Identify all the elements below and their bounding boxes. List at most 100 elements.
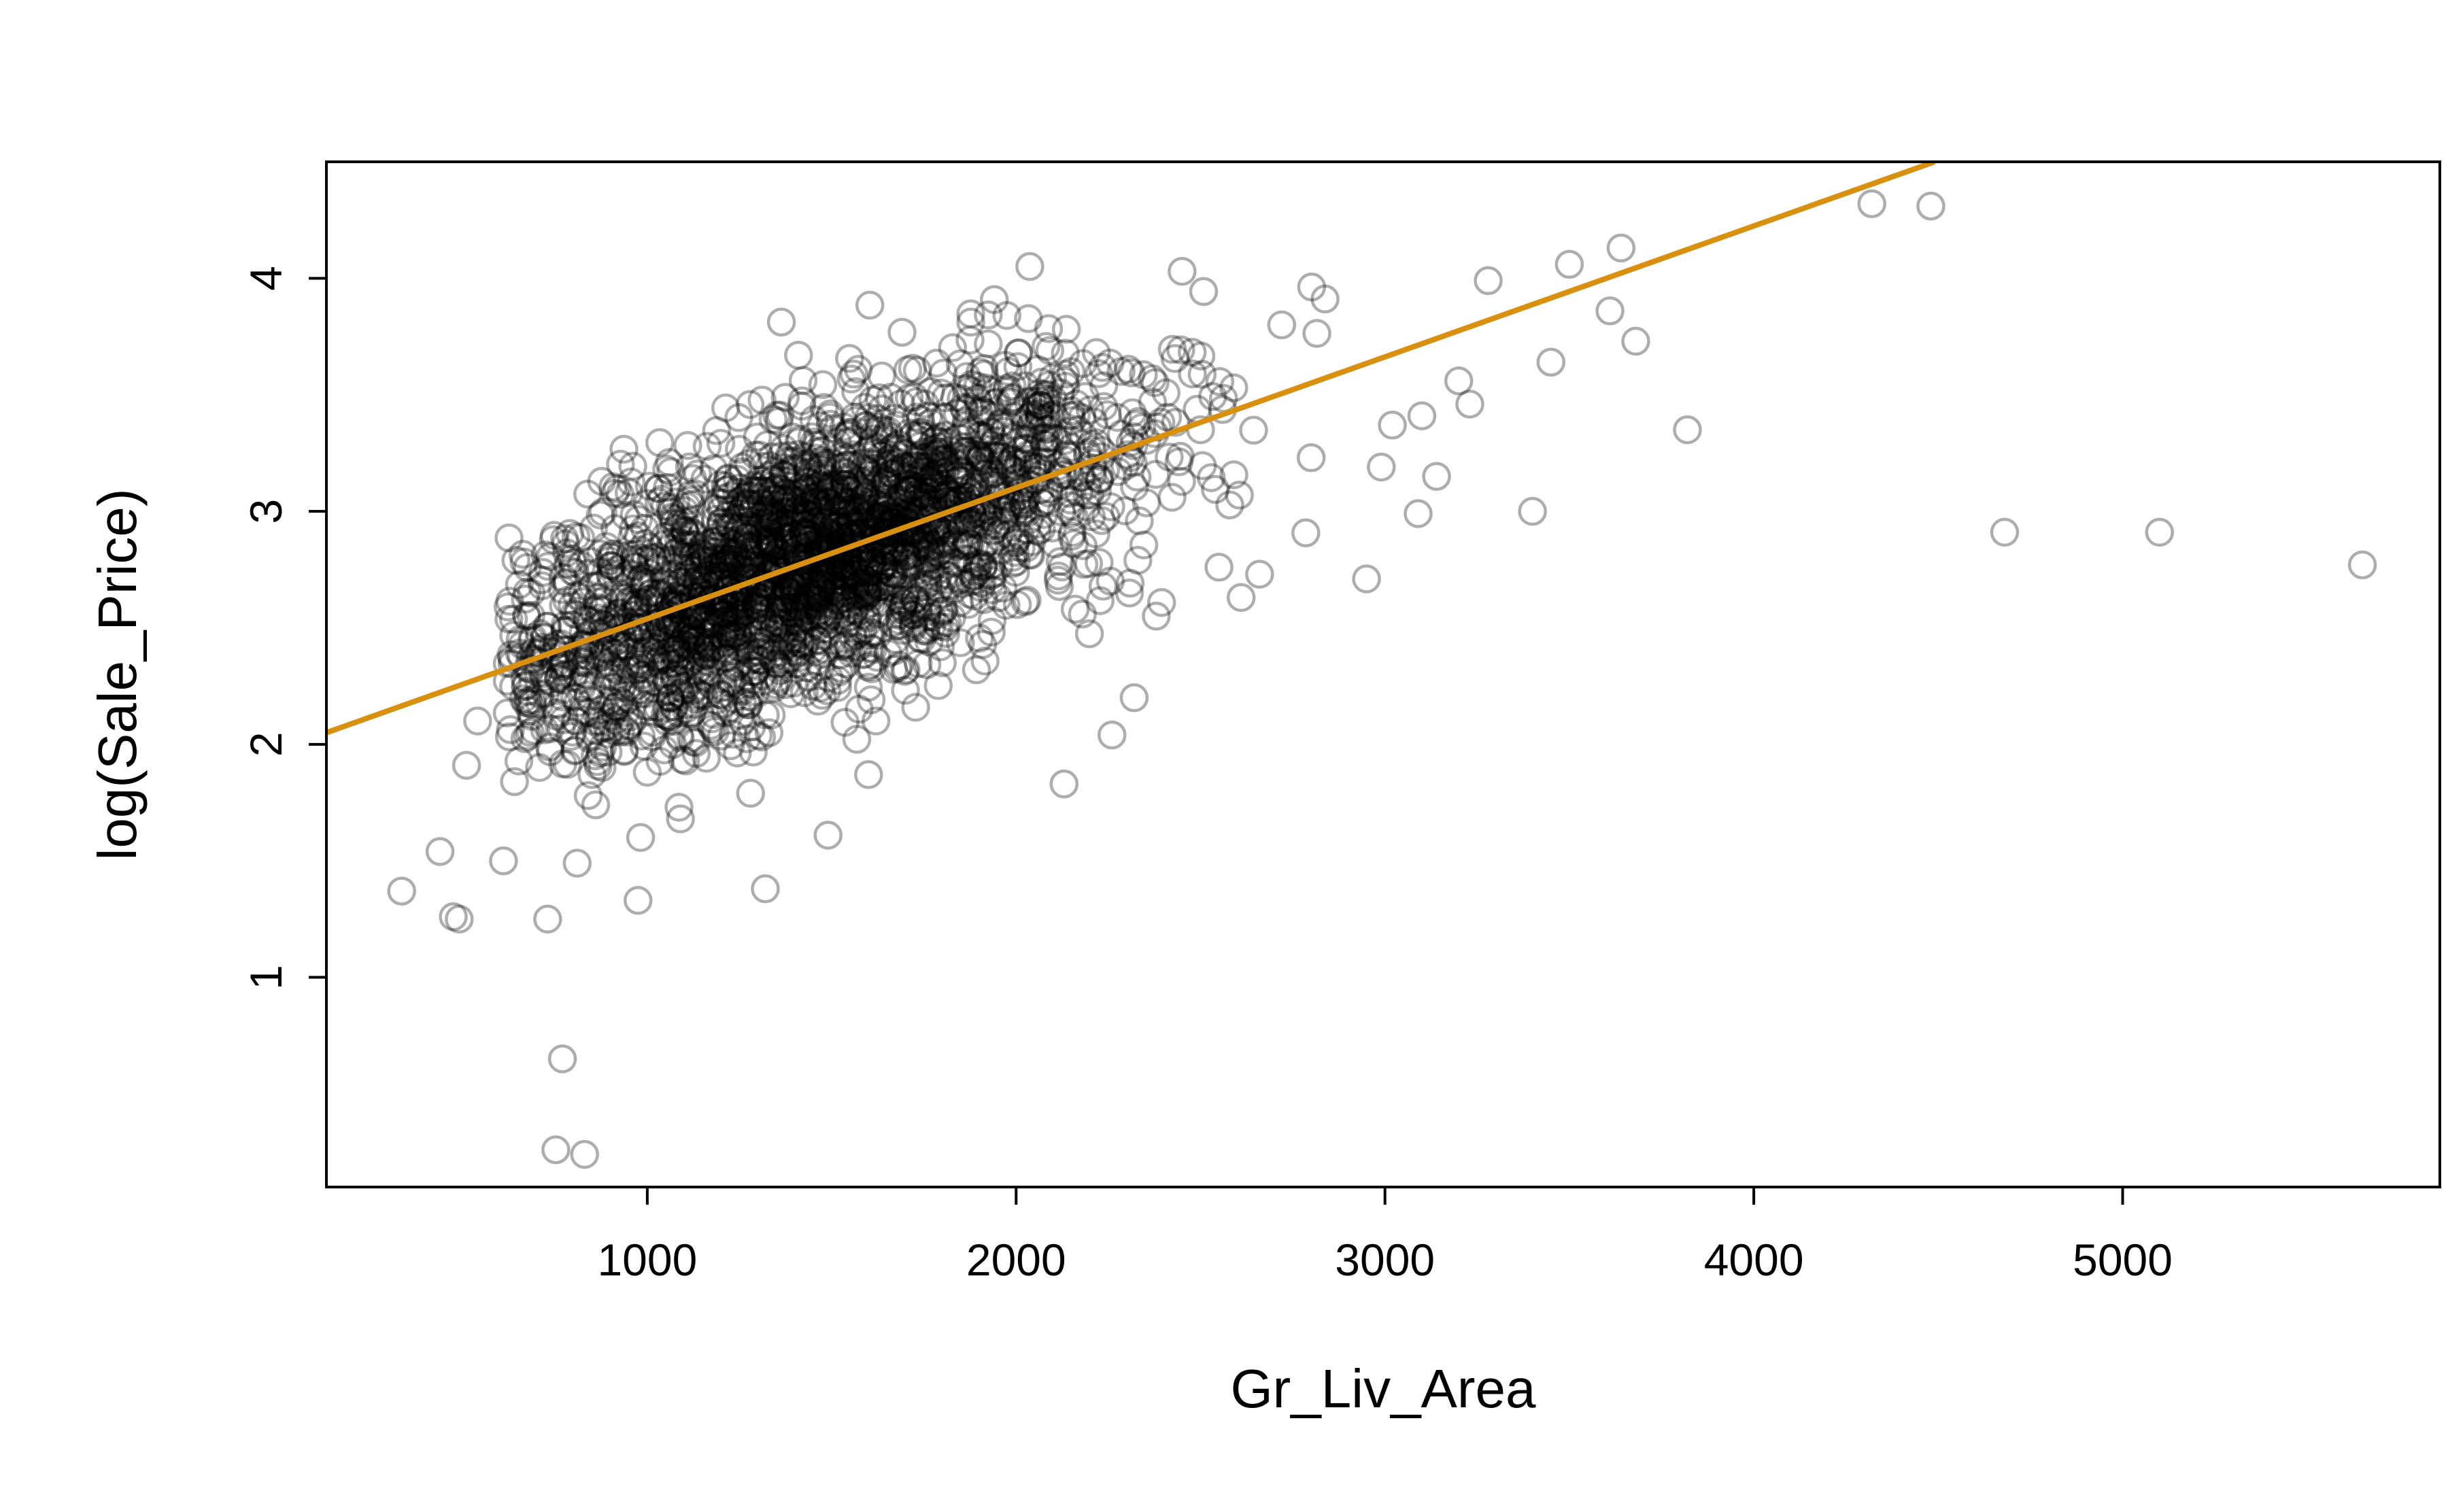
data-point xyxy=(1673,415,1702,445)
data-point xyxy=(911,615,941,644)
data-point xyxy=(529,623,559,653)
data-point xyxy=(1161,408,1191,437)
data-point xyxy=(815,598,845,627)
data-point xyxy=(931,383,961,413)
data-point xyxy=(583,746,612,776)
data-point xyxy=(852,609,882,638)
data-point xyxy=(655,618,684,648)
data-point xyxy=(798,579,828,609)
data-point xyxy=(733,494,763,523)
data-point xyxy=(1011,433,1041,462)
data-point xyxy=(883,561,913,590)
data-point xyxy=(657,614,686,644)
data-point xyxy=(741,657,770,686)
data-point xyxy=(663,536,692,566)
data-point xyxy=(1103,457,1133,486)
data-point xyxy=(915,467,944,496)
data-point xyxy=(780,530,810,560)
data-point xyxy=(927,536,957,565)
data-point xyxy=(577,606,606,635)
data-point xyxy=(722,464,752,494)
data-point xyxy=(609,689,639,718)
data-point xyxy=(799,608,828,638)
data-point xyxy=(627,649,656,678)
data-point xyxy=(641,668,670,697)
data-point xyxy=(703,561,733,590)
data-point xyxy=(843,632,873,662)
data-point xyxy=(1027,423,1057,452)
data-point xyxy=(655,702,685,732)
data-point xyxy=(655,702,684,732)
data-point xyxy=(728,531,757,560)
data-point xyxy=(924,612,954,642)
data-point xyxy=(551,529,581,559)
data-point xyxy=(853,574,883,604)
data-point xyxy=(844,355,873,384)
data-point xyxy=(778,578,807,608)
data-point xyxy=(1039,424,1069,453)
data-point xyxy=(630,513,660,543)
data-point xyxy=(559,663,588,692)
data-point xyxy=(643,474,673,503)
data-point xyxy=(600,514,630,543)
data-point xyxy=(736,543,766,573)
data-point xyxy=(816,557,845,587)
data-point xyxy=(577,760,607,789)
data-point xyxy=(732,687,761,717)
data-point xyxy=(439,902,468,931)
data-point xyxy=(1187,360,1217,389)
data-point xyxy=(700,658,729,688)
data-point xyxy=(753,430,782,460)
data-point xyxy=(697,527,727,556)
data-point xyxy=(921,551,951,581)
data-point xyxy=(1018,400,1047,430)
data-point xyxy=(728,688,758,718)
data-point xyxy=(758,534,787,564)
data-point xyxy=(505,625,535,655)
data-point xyxy=(651,666,681,695)
data-point xyxy=(953,436,983,466)
data-point xyxy=(961,566,991,596)
data-point xyxy=(744,602,773,632)
data-point xyxy=(679,620,709,649)
data-point xyxy=(823,519,853,549)
data-point xyxy=(716,731,745,761)
data-point xyxy=(621,600,651,629)
data-point xyxy=(1857,189,1886,218)
data-point xyxy=(1155,443,1184,472)
data-point xyxy=(870,495,900,525)
data-point xyxy=(915,464,945,494)
data-point xyxy=(707,721,736,751)
data-point xyxy=(626,535,655,565)
data-point xyxy=(837,440,867,469)
data-point xyxy=(897,600,927,630)
data-point xyxy=(1114,355,1143,384)
data-point xyxy=(851,494,881,523)
data-point xyxy=(891,655,921,685)
data-point xyxy=(903,478,932,508)
data-point xyxy=(1068,599,1098,629)
data-point xyxy=(731,631,760,660)
data-point xyxy=(797,509,827,538)
data-point xyxy=(1038,513,1067,543)
data-point xyxy=(794,662,823,692)
data-point xyxy=(780,572,809,601)
data-point xyxy=(677,641,707,671)
data-point xyxy=(746,631,775,661)
data-point xyxy=(713,547,743,577)
data-point xyxy=(966,573,996,602)
data-point xyxy=(637,578,667,608)
data-point xyxy=(916,476,946,506)
data-point xyxy=(692,744,721,773)
data-point xyxy=(1034,414,1063,444)
data-point xyxy=(988,573,1018,603)
data-point xyxy=(932,608,962,638)
data-point xyxy=(1011,434,1041,464)
data-point xyxy=(760,532,789,562)
data-point xyxy=(688,593,717,622)
data-point xyxy=(842,725,872,754)
data-point xyxy=(811,449,841,478)
data-point xyxy=(1027,487,1057,517)
data-point xyxy=(775,545,804,574)
data-point xyxy=(795,500,825,530)
